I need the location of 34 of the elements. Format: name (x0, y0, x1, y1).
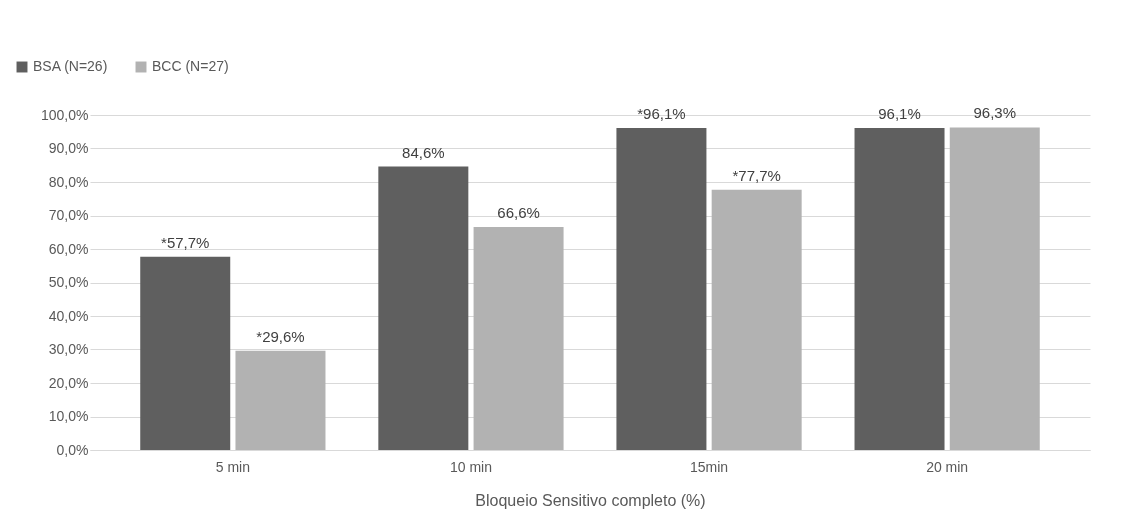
data-label: 96,1% (878, 105, 921, 123)
y-tick-label: 20,0% (48, 374, 89, 391)
legend-label: BCC (N=27) (152, 58, 229, 74)
legend-label: BSA (N=26) (33, 58, 108, 74)
bar (140, 256, 231, 450)
y-tick-label: 40,0% (48, 307, 89, 324)
x-tick-label: 5 min (215, 458, 250, 475)
bar (378, 166, 469, 450)
y-tick-label: 30,0% (48, 341, 89, 357)
bar (711, 189, 802, 450)
y-tick-label: 60,0% (48, 240, 89, 257)
x-axis-title: Bloqueio Sensitivo completo (%) (475, 491, 706, 509)
y-tick-label: 90,0% (48, 140, 89, 156)
data-label: 66,6% (497, 203, 540, 221)
bar (949, 127, 1040, 450)
y-tick-label: 50,0% (48, 274, 89, 290)
x-tick-label: 15min (689, 458, 729, 475)
y-tick-label: 70,0% (48, 207, 89, 223)
y-tick-label: 100,0% (41, 106, 89, 123)
bar (854, 128, 945, 450)
data-label: 96,3% (973, 104, 1017, 122)
data-label: *29,6% (256, 327, 305, 345)
data-label: *77,7% (732, 166, 781, 184)
bar (473, 226, 564, 450)
data-label: *57,7% (161, 233, 210, 251)
bar (616, 128, 707, 450)
y-tick-label: 10,0% (48, 408, 89, 424)
x-tick-label: 10 min (449, 458, 492, 475)
y-tick-label: 0,0% (56, 441, 89, 458)
x-tick-label: 20 min (926, 458, 969, 475)
data-label: *96,1% (637, 105, 686, 123)
bar (235, 350, 326, 450)
data-label: 84,6% (402, 143, 445, 161)
y-tick-label: 80,0% (48, 173, 89, 190)
